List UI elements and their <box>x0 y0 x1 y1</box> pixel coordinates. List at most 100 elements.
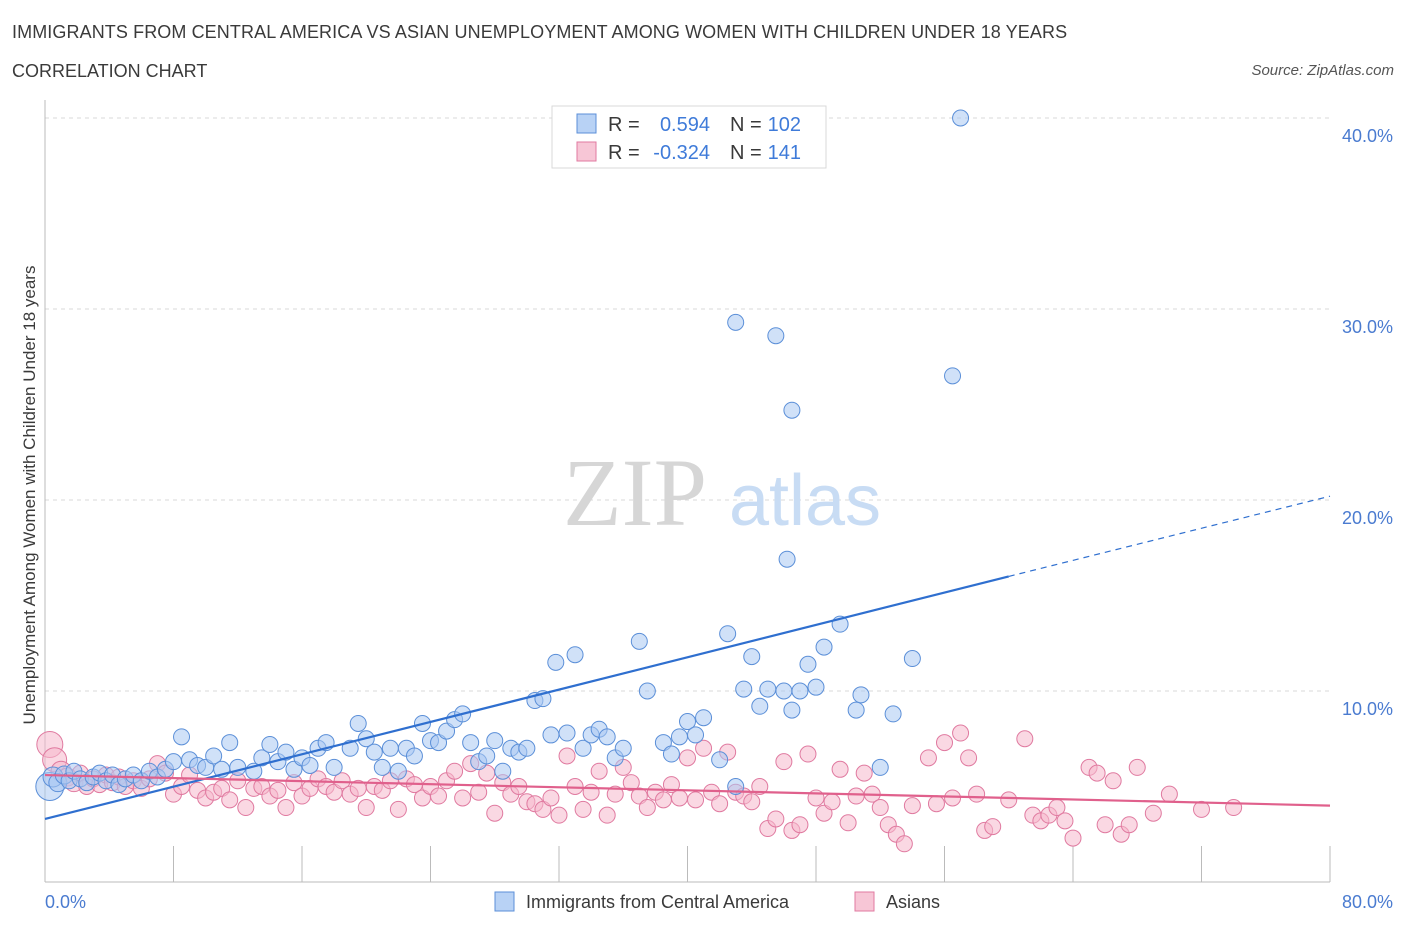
central-america-point <box>486 732 504 750</box>
asians-point <box>944 789 962 807</box>
central-america-point <box>952 109 970 127</box>
central-america-point <box>638 682 656 700</box>
asians-point <box>590 762 608 780</box>
central-america-point <box>405 747 423 765</box>
asians-point <box>855 764 873 782</box>
asians-point <box>662 776 680 794</box>
central-america-point <box>389 762 407 780</box>
central-america-point <box>173 728 191 746</box>
central-america-point <box>341 739 359 757</box>
asians-point <box>357 799 375 817</box>
asians-point <box>895 835 913 853</box>
central-america-point <box>542 726 560 744</box>
y-axis-label: Unemployment Among Women with Children U… <box>20 266 39 725</box>
legend-r-label-pink: R = <box>608 142 640 164</box>
asians-point <box>711 795 729 813</box>
asians-point <box>968 785 986 803</box>
central-america-point <box>743 648 761 666</box>
legend-n-label-pink: N = <box>730 142 762 164</box>
asians-point <box>1096 816 1114 834</box>
central-america-point <box>775 682 793 700</box>
series-legend: Immigrants from Central America Asians <box>494 891 940 912</box>
asians-point <box>839 814 857 832</box>
asians-point <box>919 749 937 767</box>
central-america-point <box>799 655 817 673</box>
legend-swatch-asians <box>854 891 875 912</box>
legend-n-label-blue: N = <box>730 114 762 136</box>
legend-r-value-blue: 0.594 <box>660 114 710 136</box>
central-america-point <box>494 762 512 780</box>
asians-point <box>470 783 488 801</box>
asians-point <box>936 734 953 752</box>
central-america-point <box>630 632 648 650</box>
asians-point <box>454 789 472 807</box>
asians-point <box>1225 799 1243 817</box>
legend-r-value-pink: -0.324 <box>653 142 710 164</box>
asians-point <box>831 760 849 778</box>
trend-lines <box>44 495 1331 821</box>
central-america-point <box>558 724 576 742</box>
watermark-atlas: atlas <box>729 461 881 541</box>
central-america-point <box>767 327 785 345</box>
watermark: ZIP atlas <box>563 439 881 546</box>
asians-point <box>871 799 889 817</box>
asians-point <box>622 774 640 792</box>
y-tick-labels: 10.0% 20.0% 30.0% 40.0% <box>1342 126 1393 719</box>
asians-point <box>550 806 568 824</box>
asians-point <box>767 810 785 828</box>
central-america-point <box>253 749 271 767</box>
central-america-point <box>373 758 391 776</box>
correlation-legend: R = 0.594 N = 102 R = -0.324 N = 141 <box>551 105 827 169</box>
asians-point <box>984 818 1002 836</box>
asians-point <box>1144 804 1162 822</box>
asians-point <box>1120 816 1138 834</box>
legend-swatch-blue <box>576 113 597 134</box>
asians-point <box>582 783 600 801</box>
watermark-zip: ZIP <box>563 439 707 546</box>
legend-n-value-blue: 102 <box>768 114 801 136</box>
central-america-point <box>719 625 737 643</box>
legend-label-asians: Asians <box>886 892 940 912</box>
central-america-point <box>365 743 383 761</box>
asians-point <box>791 816 809 834</box>
asians-point <box>751 778 769 795</box>
asians-point <box>775 753 793 771</box>
central-america-point <box>903 650 921 668</box>
central-america-point <box>871 758 889 776</box>
asians-point <box>1088 764 1106 782</box>
asians-point <box>389 800 407 818</box>
asians-point <box>654 791 672 809</box>
central-america-point <box>598 728 616 746</box>
asians-point <box>799 745 817 763</box>
central-america-point <box>165 753 182 771</box>
central-america-point <box>221 734 239 752</box>
chart-subtitle: CORRELATION CHART <box>12 61 208 81</box>
central-america-point <box>759 680 777 698</box>
y-tick-label: 10.0% <box>1342 699 1393 719</box>
asians-point <box>903 797 921 815</box>
asians-point <box>1193 800 1210 818</box>
central-america-trend-extension <box>1008 495 1331 577</box>
asians-point <box>638 799 656 817</box>
central-america-point <box>687 726 705 744</box>
asians-point <box>1016 730 1034 748</box>
asians-point <box>927 795 945 813</box>
central-america-point <box>791 682 809 700</box>
asians-point <box>277 799 295 817</box>
asians-point <box>574 800 592 818</box>
asians-point <box>1056 812 1074 830</box>
legend-swatch-pink <box>576 141 597 162</box>
central-america-point <box>662 745 680 763</box>
axes <box>44 100 1331 883</box>
asians-point <box>670 789 688 807</box>
asians-point <box>679 749 696 767</box>
asians-point <box>1064 829 1082 847</box>
central-america-point <box>547 653 565 671</box>
central-america-point <box>381 739 399 757</box>
central-america-point <box>277 743 295 761</box>
asians-point <box>687 791 705 809</box>
asians-point <box>743 793 761 811</box>
legend-n-value-pink: 141 <box>768 142 801 164</box>
central-america-point <box>815 638 833 656</box>
